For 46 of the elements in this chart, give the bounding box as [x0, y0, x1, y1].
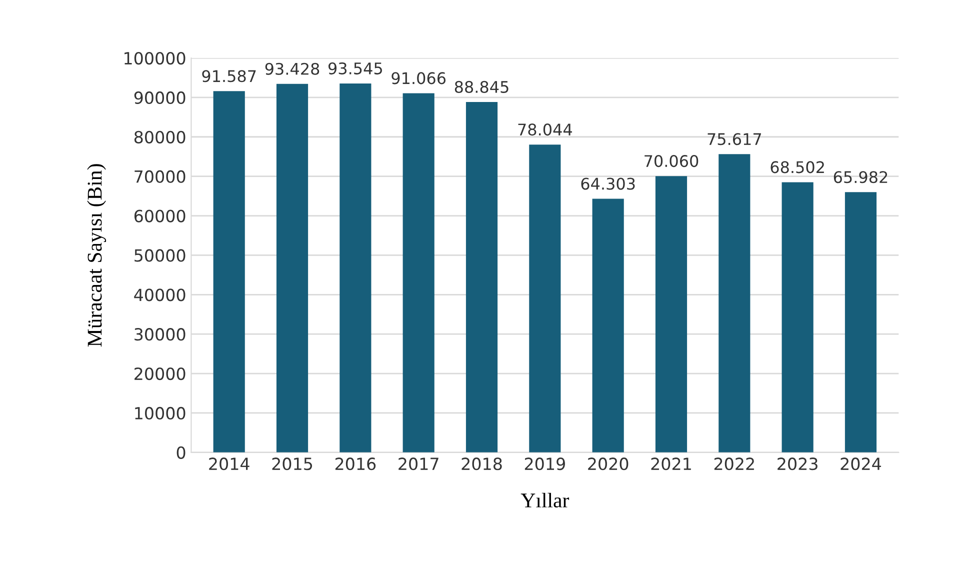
y-tick-label: 50000	[134, 249, 186, 262]
y-tick-label: 60000	[134, 210, 186, 222]
bar	[844, 192, 877, 452]
bar	[213, 91, 245, 452]
x-tick-label: 2015	[272, 458, 312, 470]
y-tick-label: 80000	[134, 130, 186, 144]
data-label: 70.060	[644, 154, 698, 168]
x-tick-label: 2018	[462, 458, 502, 470]
data-label: 91.587	[202, 70, 256, 82]
data-label: 88.845	[454, 80, 508, 93]
y-tick-label: 90000	[134, 91, 186, 104]
x-tick-label: 2014	[209, 458, 250, 470]
x-tick-label: 2024	[840, 458, 882, 470]
y-axis-title: Müracaat Sayısı (Bin)	[87, 164, 106, 347]
bar	[340, 83, 372, 452]
x-tick-label: 2017	[398, 458, 438, 470]
y-tick-label: 0	[176, 446, 186, 459]
bar	[592, 198, 624, 452]
data-label: 65.982	[834, 171, 888, 184]
bar	[466, 102, 498, 452]
y-tick-label: 70000	[134, 170, 186, 183]
data-label: 91.066	[392, 72, 446, 84]
data-label: 64.303	[581, 178, 635, 190]
data-label: 78.044	[518, 124, 572, 136]
bar	[655, 176, 688, 452]
y-tick-label: 10000	[135, 406, 186, 420]
x-tick-label: 2023	[778, 458, 818, 470]
y-tick-label: 100000	[124, 52, 186, 65]
x-axis-title: Yıllar	[520, 492, 570, 508]
y-tick-label: 30000	[134, 328, 186, 341]
data-label: 75.617	[708, 133, 761, 146]
x-tick-label: 2016	[335, 458, 376, 470]
bar	[529, 144, 561, 452]
bar	[402, 93, 434, 452]
bar	[718, 154, 750, 452]
data-label: 93.428	[265, 62, 320, 75]
bar	[782, 182, 814, 452]
data-label: 93.545	[328, 62, 382, 74]
x-tick-label: 2019	[524, 458, 565, 470]
x-tick-label: 2020	[588, 458, 628, 470]
y-tick-label: 20000	[134, 367, 186, 380]
x-tick-label: 2021	[651, 458, 691, 470]
data-label: 68.502	[770, 161, 824, 174]
y-tick-label: 40000	[134, 288, 186, 302]
x-tick-label: 2022	[714, 458, 754, 470]
bar	[276, 84, 308, 452]
